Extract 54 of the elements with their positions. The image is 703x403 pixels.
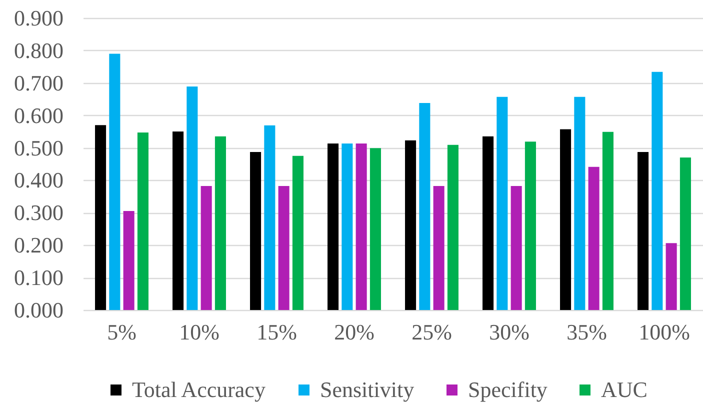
x-tick-label: 15%: [256, 320, 297, 344]
bar: [482, 136, 494, 310]
legend-label: Sensitivity: [320, 377, 414, 402]
bar: [680, 158, 691, 310]
bar: [172, 132, 184, 310]
x-tick-label: 5%: [107, 320, 136, 344]
y-tick-label: 0.300: [14, 200, 64, 226]
bar: [666, 243, 677, 310]
x-tick-label: 100%: [638, 320, 690, 344]
bar: [328, 144, 339, 310]
bar: [370, 148, 381, 310]
bar: [510, 186, 522, 310]
y-tick-label: 0.800: [14, 38, 64, 63]
bar: [278, 186, 290, 310]
y-tick-label: 0.200: [14, 232, 64, 258]
bar: [250, 152, 262, 310]
bar: [405, 140, 416, 310]
bar: [652, 72, 663, 310]
legend-label: AUC: [601, 377, 648, 402]
bar: [214, 136, 226, 310]
bar: [496, 96, 508, 310]
bar: [433, 186, 444, 310]
y-tick-label: 0.700: [14, 70, 64, 96]
bar: [638, 152, 649, 310]
legend-label: Specifity: [468, 377, 548, 402]
bar: [419, 103, 430, 310]
x-tick-label: 35%: [566, 320, 607, 344]
bar: [574, 96, 586, 310]
y-tick-label: 0.400: [14, 168, 64, 193]
bar: [342, 144, 353, 310]
x-tick-label: 20%: [334, 320, 374, 344]
bar: [588, 166, 600, 310]
bar: [123, 211, 134, 310]
bar: [264, 125, 276, 310]
bar: [95, 125, 106, 310]
bar: [356, 144, 367, 310]
bar: [602, 132, 614, 310]
y-tick-label: 0.000: [14, 298, 64, 322]
bar: [186, 86, 198, 310]
bar: [560, 129, 572, 310]
legend-label: Total Accuracy: [132, 377, 266, 402]
y-tick-label: 0.600: [14, 102, 64, 128]
x-tick-label: 30%: [489, 320, 530, 344]
bar: [109, 54, 120, 310]
x-tick-label: 10%: [179, 320, 220, 344]
bar: [200, 186, 212, 310]
y-tick-label: 0.500: [14, 135, 64, 160]
bar: [292, 156, 304, 310]
bar: [524, 142, 536, 310]
x-tick-label: 25%: [412, 320, 452, 344]
bar: [447, 144, 458, 310]
bar: [137, 132, 148, 310]
y-tick-label: 0.100: [14, 265, 64, 290]
y-tick-label: 0.900: [14, 6, 64, 30]
